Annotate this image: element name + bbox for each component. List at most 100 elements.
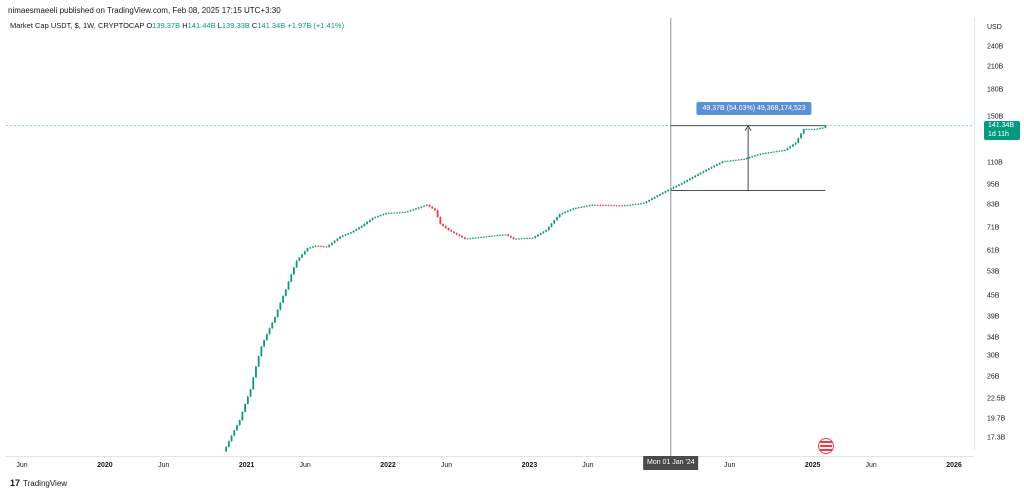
chart-frame: nimaesmaeeli published on TradingView.co…: [6, 4, 1021, 488]
symbol-name[interactable]: Market Cap USDT, $, 1W, CRYPTOCAP: [10, 21, 145, 30]
candle-body: [455, 233, 458, 235]
candle-body: [482, 236, 485, 238]
candle-body: [493, 235, 496, 237]
candle-body: [379, 215, 382, 217]
candle-body: [412, 209, 415, 211]
candle-body: [347, 233, 350, 235]
candle-body: [534, 236, 537, 238]
candle-body: [366, 221, 369, 224]
price-tick-label: 71B: [987, 224, 1000, 232]
candle-body: [287, 281, 290, 290]
candle-body: [471, 238, 474, 239]
candle-body: [558, 214, 561, 218]
price-tick-label: 39B: [987, 313, 1000, 321]
candle-body: [531, 237, 534, 239]
time-tick-label: Jun: [16, 462, 28, 469]
tradingview-logo-icon: 17: [10, 478, 21, 488]
candle-body: [396, 212, 398, 214]
candle-body: [461, 235, 463, 238]
candle-body: [718, 162, 721, 165]
time-tick-label: Jun: [724, 462, 736, 469]
candle-body: [439, 216, 442, 224]
time-tick-label: Jun: [440, 462, 453, 469]
candle-body: [458, 234, 461, 236]
candle-body: [762, 153, 764, 155]
price-tick-label: 110B: [987, 159, 1003, 167]
price-chart[interactable]: [6, 18, 974, 456]
candle-body: [572, 208, 575, 210]
candle-body: [805, 129, 808, 131]
candle-body: [648, 200, 651, 202]
ohlc-open-label: O: [146, 21, 153, 30]
candle-body: [783, 150, 786, 151]
candle-body: [794, 142, 797, 145]
tradingview-brand[interactable]: 17 TradingView: [10, 478, 67, 488]
candle-body: [293, 267, 295, 275]
candle-body: [377, 216, 379, 217]
candle-body: [382, 214, 385, 216]
candle-body: [594, 204, 596, 206]
candle-body: [431, 206, 434, 209]
bar-countdown: 1d 11h: [988, 130, 1009, 138]
price-axis[interactable]: USD 240B 210B 180B 150B 110B 95B 83B 71B 61B 53B 4…: [974, 18, 1021, 450]
us-flag-icon[interactable]: [818, 438, 834, 454]
candle-body: [650, 198, 653, 201]
price-tick-label: 30B: [987, 352, 1000, 360]
candle-body: [580, 206, 583, 208]
candle-body: [545, 230, 548, 232]
candle-body: [333, 240, 336, 243]
ohlc-open: 139.37B: [152, 21, 181, 30]
candle-body: [358, 227, 360, 230]
ohlc-change: +1.97B (+1.41%): [287, 21, 345, 30]
candle-body: [279, 302, 282, 310]
candle-body: [507, 234, 510, 236]
candle-body: [488, 236, 491, 238]
time-axis[interactable]: Jun 2020 Jun 2021 Jun 2022 Jun 2023 Jun Jun 2025 Ju…: [6, 456, 974, 475]
candle-body: [371, 217, 374, 220]
symbol-legend[interactable]: Market Cap USDT, $, 1W, CRYPTOCAP O139.3…: [10, 21, 344, 30]
candle-body: [564, 211, 566, 213]
candle-body: [656, 195, 659, 198]
candle-body: [295, 260, 298, 268]
candle-body: [490, 235, 493, 237]
price-tick-label: 240B: [987, 43, 1004, 51]
candle-body: [244, 403, 247, 412]
candle-body: [575, 207, 577, 209]
candle-body: [252, 377, 255, 390]
time-tick-label: 2023: [521, 462, 538, 469]
candle-body: [721, 161, 724, 163]
candle-body: [246, 396, 249, 404]
candle-body: [710, 167, 713, 169]
candle-body: [385, 213, 388, 215]
candle-body: [694, 175, 697, 178]
candle-body: [480, 237, 482, 238]
candle-body: [466, 238, 469, 240]
candle-body: [360, 225, 363, 228]
measure-tool-label[interactable]: 49.37B (54.03%) 49,368,174,523: [696, 101, 812, 115]
candle-body: [469, 238, 472, 240]
time-tick-label: 2025: [804, 462, 821, 469]
candle-body: [631, 204, 634, 206]
price-tick-label: 26B: [987, 373, 1000, 381]
candle-body: [349, 232, 352, 234]
candle-body: [230, 435, 233, 442]
candle-body: [406, 211, 409, 213]
candle-body: [661, 192, 664, 195]
candle-body: [659, 194, 661, 196]
price-tick-label: 34B: [987, 334, 1000, 342]
candle-body: [233, 430, 236, 436]
candle-body: [699, 172, 702, 175]
ohlc-high-label: H: [182, 21, 188, 30]
candle-body: [282, 295, 284, 303]
candle-body: [716, 164, 718, 166]
candle-body: [680, 183, 683, 185]
candle-body: [547, 226, 550, 231]
candle-body: [339, 236, 341, 239]
candle-body: [797, 138, 800, 143]
candle-body: [697, 174, 699, 176]
candle-body: [599, 205, 602, 206]
published-by-line: nimaesmaeeli published on TradingView.co…: [8, 6, 281, 15]
time-tick-label: 2026: [946, 462, 962, 469]
candle-body: [241, 411, 244, 421]
price-tick-label: 53B: [987, 268, 1000, 276]
